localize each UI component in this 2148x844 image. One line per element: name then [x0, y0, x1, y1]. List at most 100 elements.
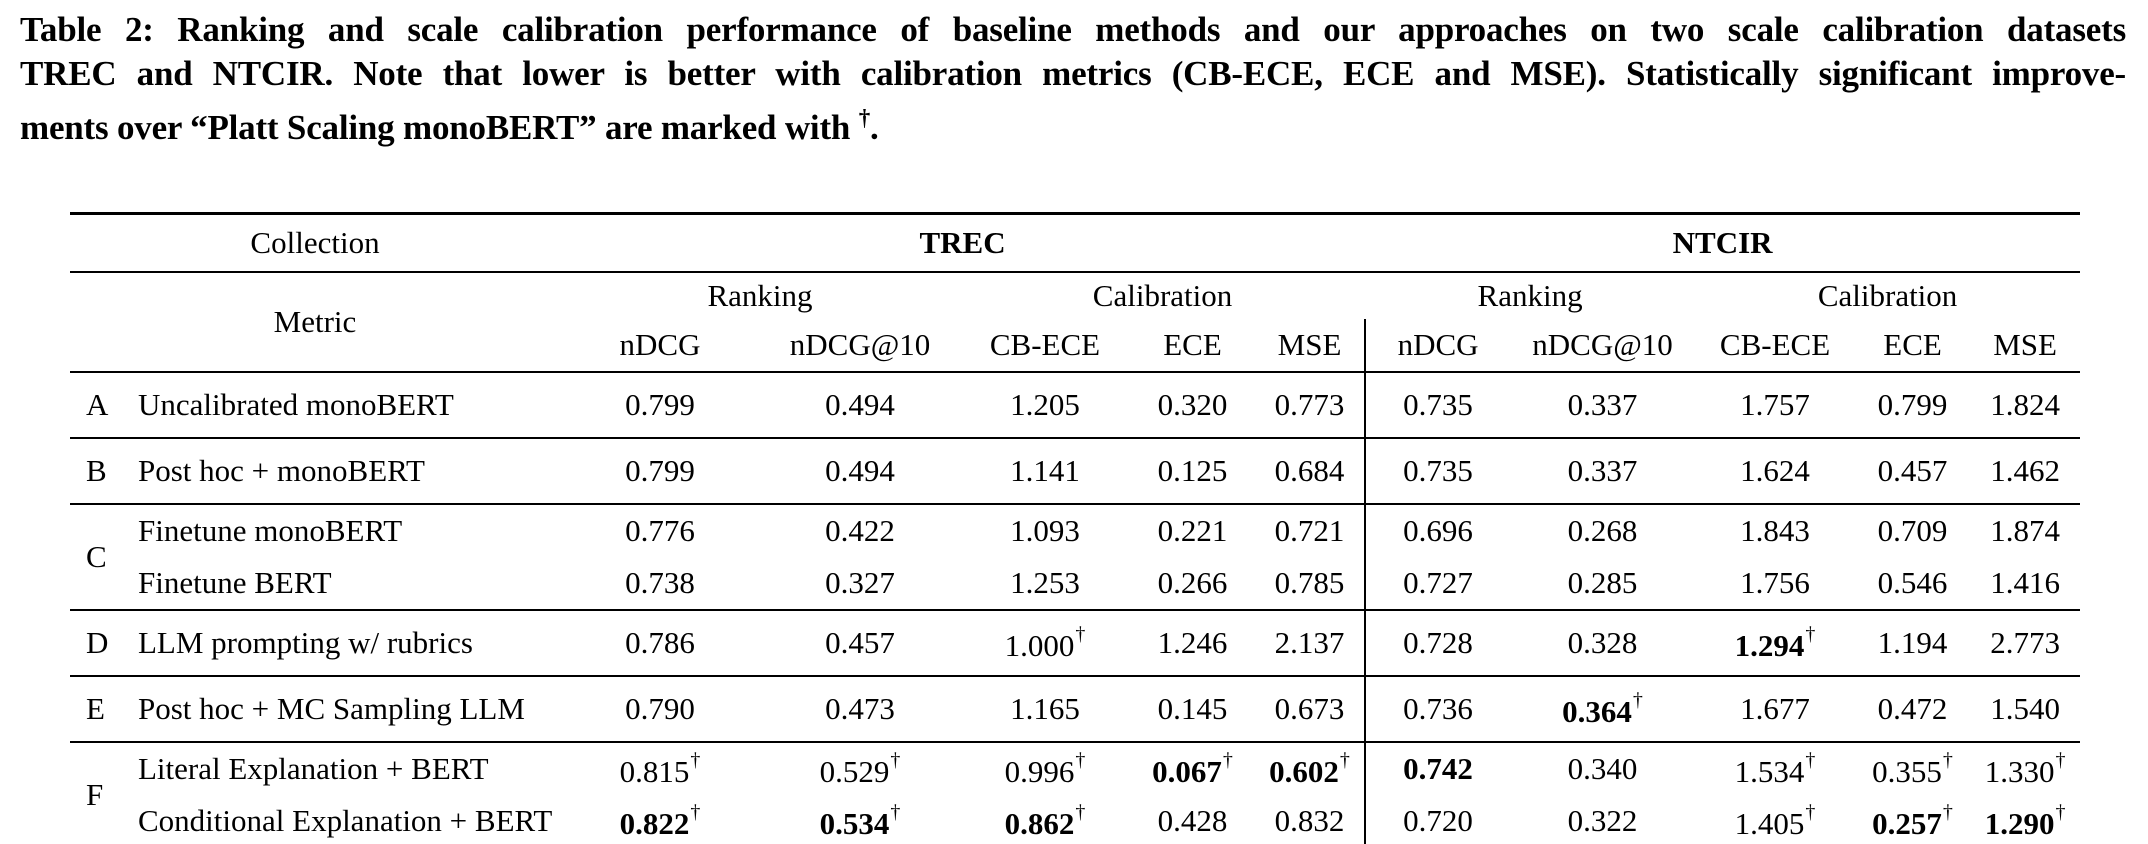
- value-cell: 0.728: [1364, 610, 1511, 677]
- value-cell: 0.709: [1855, 504, 1970, 557]
- value-cell: 0.773: [1255, 372, 1366, 439]
- value-cell: 1.677: [1695, 676, 1856, 743]
- value-cell: 0.422: [760, 504, 960, 557]
- metric-groups-row: Metric Ranking Calibration Ranking Calib…: [70, 272, 2080, 373]
- caption-period: .: [870, 108, 879, 147]
- metric-value: 0.735: [1403, 453, 1473, 488]
- method-name: Post hoc + monoBERT: [130, 438, 560, 505]
- table-body: A Uncalibrated monoBERT 0.799 0.494 1.205 0.3…: [70, 372, 2081, 844]
- value-cell: 0.727: [1364, 557, 1511, 611]
- collection-header-row: Collection TREC NTCIR: [70, 212, 2081, 273]
- caption-line: TREC and NTCIR. Note that lower is bette…: [20, 54, 2126, 93]
- dagger-symbol: †: [1075, 800, 1086, 823]
- metric-value: 0.546: [1877, 565, 1948, 600]
- metric-value: 0.327: [825, 565, 895, 600]
- value-cell: 0.735: [1364, 372, 1511, 439]
- row-letter: D: [70, 610, 130, 677]
- metric-value: 0.862: [1004, 805, 1075, 841]
- metric-names-row: nDCG nDCG@10 CB-ECE ECE MSE nDCG nDCG@10…: [70, 319, 2081, 373]
- metric-value: 0.364: [1562, 693, 1632, 729]
- value-cell: 0.742: [1364, 742, 1511, 795]
- collection-header: Collection: [70, 212, 560, 273]
- value-cell: 1.330†: [1970, 742, 2080, 795]
- table-row: E Post hoc + MC Sampling LLM 0.790 0.473 1.1…: [70, 676, 2081, 743]
- metric-value: 1.194: [1877, 625, 1948, 660]
- dagger-symbol: †: [1075, 622, 1086, 645]
- metric-value: 0.145: [1157, 691, 1228, 726]
- value-cell: 0.602†: [1255, 742, 1365, 795]
- value-cell: 0.145: [1130, 676, 1255, 743]
- group-header-ntcir-ranking: Ranking: [1477, 278, 1583, 313]
- value-cell: 1.416: [1970, 557, 2081, 611]
- metric-value: 0.832: [1274, 803, 1345, 838]
- value-cell: 0.472: [1855, 676, 1971, 743]
- value-cell: 1.874: [1970, 504, 2080, 557]
- dagger-symbol: †: [690, 800, 701, 823]
- row-letter: B: [70, 438, 130, 505]
- value-cell: 0.721: [1255, 504, 1365, 557]
- value-cell: 0.684: [1255, 438, 1366, 505]
- metric-value: 0.822: [619, 805, 690, 841]
- row-letter: C: [70, 504, 130, 611]
- value-cell: 1.253: [960, 557, 1130, 611]
- metric-value: 1.093: [1010, 513, 1080, 548]
- metric-value: 0.684: [1274, 453, 1345, 488]
- value-cell: 0.337: [1510, 438, 1696, 505]
- group-header-trec-ranking: Ranking: [707, 278, 813, 313]
- value-cell: 1.843: [1695, 504, 1855, 557]
- method-name: Finetune BERT: [130, 557, 560, 611]
- dagger-symbol: †: [1942, 800, 1953, 823]
- value-cell: 0.822†: [560, 795, 760, 844]
- caption-line: Table 2: Ranking and scale calibration p…: [20, 10, 2126, 49]
- value-cell: 0.799: [560, 372, 760, 439]
- metric-value: 1.294: [1734, 627, 1805, 663]
- metric-value: 0.773: [1274, 387, 1345, 422]
- value-cell: 1.290†: [1970, 795, 2081, 844]
- value-cell: 0.785: [1255, 557, 1366, 611]
- metric-value: 1.000: [1004, 627, 1075, 663]
- value-cell: 0.786: [560, 610, 760, 677]
- value-cell: 0.790: [560, 676, 760, 743]
- metric-value: 0.067: [1152, 753, 1222, 789]
- metric-value: 0.799: [625, 387, 695, 422]
- results-table: Collection TREC NTCIR Metric Ranking Cal…: [70, 212, 2081, 844]
- metric-value: 0.268: [1567, 513, 1638, 548]
- value-cell: 1.757: [1695, 372, 1856, 439]
- value-cell: 0.355†: [1855, 742, 1970, 795]
- dagger-symbol: †: [890, 748, 901, 771]
- value-cell: 0.996†: [960, 742, 1130, 795]
- value-cell: 2.773: [1970, 610, 2081, 677]
- value-cell: 1.534†: [1695, 742, 1855, 795]
- value-cell: 0.776: [560, 504, 760, 557]
- method-name: Uncalibrated monoBERT: [130, 372, 560, 439]
- value-cell: 1.246: [1130, 610, 1255, 677]
- method-name: Conditional Explanation + BERT: [130, 795, 560, 844]
- value-cell: 1.462: [1970, 438, 2081, 505]
- value-cell: 0.257†: [1855, 795, 1971, 844]
- value-cell: 0.494: [760, 438, 960, 505]
- metric-value: 0.428: [1157, 803, 1228, 838]
- dagger-symbol: †: [1805, 622, 1816, 645]
- value-cell: 1.756: [1695, 557, 1856, 611]
- metric-value: 0.529: [819, 753, 890, 789]
- metric-value: 1.205: [1010, 387, 1080, 422]
- metric-value: 1.141: [1010, 453, 1080, 488]
- table-row: A Uncalibrated monoBERT 0.799 0.494 1.205 0.3…: [70, 372, 2081, 439]
- dataset-header-trec: TREC: [560, 212, 1366, 273]
- value-cell: 0.529†: [760, 742, 960, 795]
- value-cell: 0.067†: [1130, 742, 1255, 795]
- value-cell: 1.141: [960, 438, 1130, 505]
- method-name: Finetune monoBERT: [138, 513, 403, 548]
- metric-value: 0.736: [1403, 691, 1473, 726]
- group-header-trec-calibration: Calibration: [1092, 278, 1233, 313]
- value-cell: 0.364†: [1510, 676, 1696, 743]
- metric-value: 1.290: [1984, 805, 2055, 841]
- table-row: D LLM prompting w/ rubrics 0.786 0.457 1.000…: [70, 610, 2081, 677]
- value-cell: 0.428: [1130, 795, 1255, 844]
- table-caption: Table 2: Ranking and scale calibration p…: [0, 0, 2148, 150]
- value-cell: 0.862†: [960, 795, 1130, 844]
- value-cell: 0.125: [1130, 438, 1255, 505]
- value-cell: 0.327: [760, 557, 960, 611]
- metric-header-ntcir-cbece: CB-ECE: [1695, 319, 1856, 373]
- metric-value: 1.756: [1740, 565, 1810, 600]
